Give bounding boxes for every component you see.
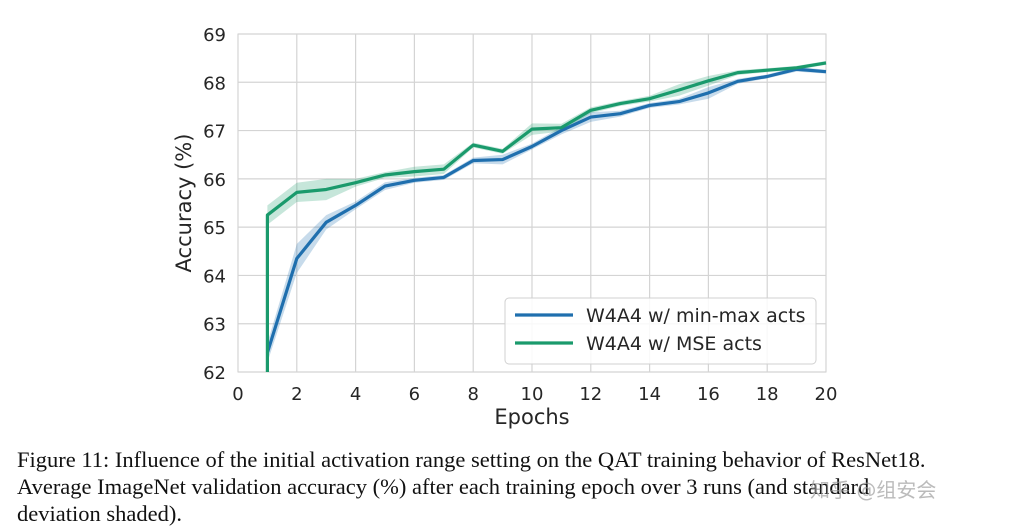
y-tick-label: 62 xyxy=(203,363,226,384)
x-tick-label: 12 xyxy=(579,384,602,405)
y-tick-labels: 62 63 64 65 66 67 68 69 xyxy=(203,25,226,384)
legend: W4A4 w/ min-max acts W4A4 w/ MSE acts xyxy=(504,297,817,365)
y-tick-label: 63 xyxy=(203,315,226,336)
figure-caption: Figure 11: Influence of the initial acti… xyxy=(17,446,1007,527)
x-tick-label: 6 xyxy=(409,384,420,405)
legend-box xyxy=(504,297,817,365)
x-tick-label: 8 xyxy=(467,384,478,405)
x-tick-label: 2 xyxy=(291,384,302,405)
legend-label-mse: W4A4 w/ MSE acts xyxy=(586,333,762,355)
x-tick-label: 4 xyxy=(350,384,361,405)
x-tick-label: 10 xyxy=(521,384,544,405)
caption-line-2: Average ImageNet validation accuracy (%)… xyxy=(17,474,870,499)
x-tick-label: 14 xyxy=(638,384,661,405)
x-axis-label: Epochs xyxy=(494,405,569,429)
caption-line-1: Figure 11: Influence of the initial acti… xyxy=(17,447,926,472)
series-lines xyxy=(265,61,827,372)
watermark: 知乎 @组安会 xyxy=(810,478,937,502)
x-tick-labels: 0 2 4 6 8 10 12 14 16 18 20 xyxy=(232,384,837,405)
legend-label-min-max: W4A4 w/ min-max acts xyxy=(586,305,806,327)
y-tick-label: 65 xyxy=(203,218,226,239)
y-tick-label: 66 xyxy=(203,170,226,191)
y-tick-label: 64 xyxy=(203,266,226,287)
y-tick-label: 69 xyxy=(203,25,226,46)
x-tick-label: 16 xyxy=(697,384,720,405)
y-axis-label: Accuracy (%) xyxy=(172,134,196,273)
y-tick-label: 67 xyxy=(203,122,226,143)
x-tick-label: 18 xyxy=(756,384,779,405)
caption-line-3: deviation shaded). xyxy=(17,501,182,526)
y-tick-label: 68 xyxy=(203,73,226,94)
series-line-1 xyxy=(265,61,827,372)
x-tick-label: 0 xyxy=(232,384,243,405)
series-line-0 xyxy=(265,67,827,354)
x-tick-label: 20 xyxy=(815,384,838,405)
